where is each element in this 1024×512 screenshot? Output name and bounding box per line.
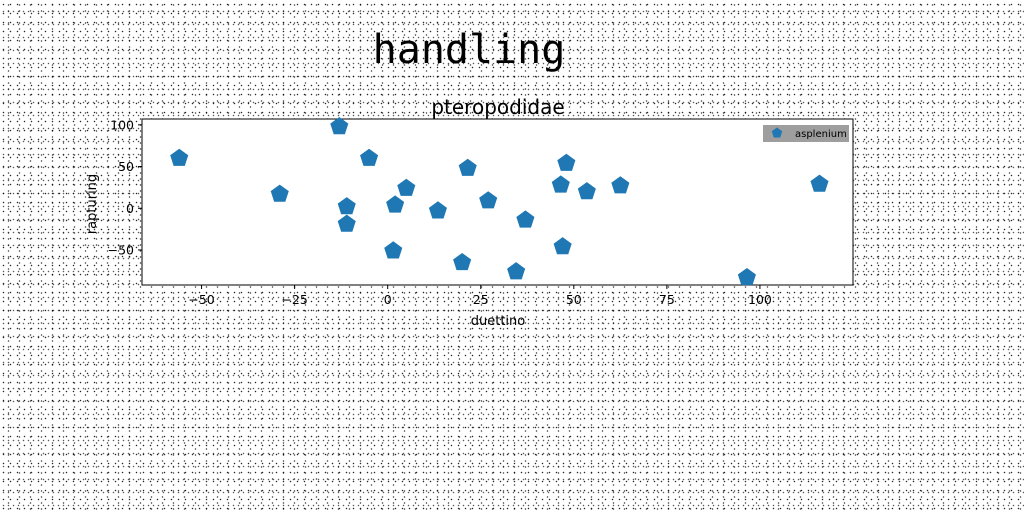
legend-marker-asplenium xyxy=(771,127,783,138)
x-tick-label: −50 xyxy=(188,292,214,307)
y-tick-label: 0 xyxy=(126,201,134,216)
data-point xyxy=(360,148,379,166)
y-tick-label: 50 xyxy=(118,159,134,174)
x-tick-label: 25 xyxy=(473,292,489,307)
data-point xyxy=(337,197,356,215)
legend-box xyxy=(763,125,849,142)
chart-title: pteropodidae xyxy=(431,95,564,119)
x-tick-label: 100 xyxy=(748,292,772,307)
data-point xyxy=(553,237,572,255)
x-axis: −50 −25 0 25 50 75 100 xyxy=(188,285,772,307)
data-points xyxy=(170,117,829,286)
y-tick-label: 100 xyxy=(110,117,134,132)
y-tick-label: −50 xyxy=(108,242,134,257)
x-axis-label: duettino xyxy=(471,314,526,329)
data-point xyxy=(397,178,416,196)
data-point xyxy=(737,267,756,286)
data-point xyxy=(557,153,576,171)
data-point xyxy=(810,174,829,192)
data-point xyxy=(507,262,526,280)
y-axis: −50 0 50 100 xyxy=(108,117,142,257)
x-tick-label: 75 xyxy=(659,292,675,307)
data-point xyxy=(270,184,289,202)
plot-area xyxy=(141,118,854,286)
data-point xyxy=(330,117,349,135)
data-point xyxy=(428,201,447,219)
x-tick-label: −25 xyxy=(281,292,307,307)
data-point xyxy=(516,210,535,228)
x-tick-label: 0 xyxy=(384,292,392,307)
data-point xyxy=(384,241,403,259)
legend: asplenium xyxy=(763,125,849,142)
y-axis-label: rapturing xyxy=(85,174,100,234)
x-tick-label: 50 xyxy=(566,292,582,307)
data-point xyxy=(551,175,570,193)
legend-label-asplenium: asplenium xyxy=(795,129,847,140)
data-point xyxy=(577,182,596,200)
data-point xyxy=(337,214,356,232)
data-point xyxy=(458,158,477,176)
data-point xyxy=(611,176,630,194)
data-point xyxy=(170,148,189,166)
data-point xyxy=(386,195,405,213)
data-point xyxy=(453,252,472,271)
chart-suptitle: handling xyxy=(373,27,566,73)
data-point xyxy=(479,191,498,209)
